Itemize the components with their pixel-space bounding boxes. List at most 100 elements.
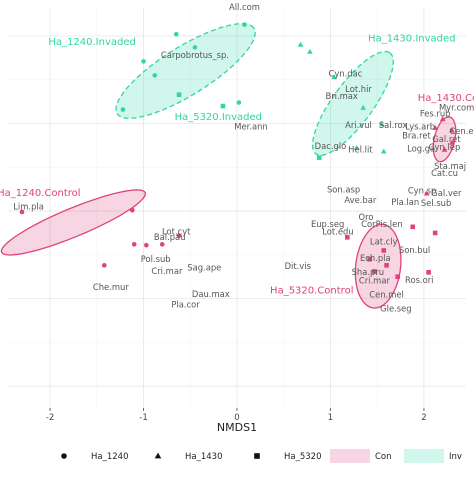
species-label: All.com <box>229 2 260 12</box>
species-label: Lot.hir <box>345 84 372 94</box>
species-label: CorPis.len <box>361 219 402 229</box>
species-label: Log.ga <box>407 144 435 154</box>
species-label: Che.mur <box>93 282 129 292</box>
species-label: Hel.lit <box>348 144 373 154</box>
data-point <box>220 103 226 109</box>
data-point <box>367 256 373 262</box>
points <box>19 22 455 280</box>
data-point <box>395 274 401 280</box>
species-label: Gal.ret <box>432 134 461 144</box>
data-point <box>152 73 158 78</box>
data-point <box>316 155 322 160</box>
confidence-ellipse <box>432 116 457 163</box>
species-label: Ros.ori <box>405 275 434 285</box>
x-tick-label: 0 <box>234 413 239 423</box>
data-point <box>130 207 135 213</box>
species-labels: All.com Carpobrotus_sp. Cyn.dac Lot.hirBri.… <box>13 2 474 314</box>
data-point <box>120 107 126 112</box>
species-label: Ave.bar <box>344 195 376 205</box>
ellipses <box>0 23 457 309</box>
group-label: Ha_1430.Control <box>418 93 474 104</box>
species-label: Bra.ret <box>402 130 431 140</box>
data-point <box>360 104 366 110</box>
data-point <box>242 22 247 27</box>
data-point <box>144 242 149 248</box>
legend-label: Ha_1430 <box>185 452 222 462</box>
species-label: Cat.cu <box>431 168 458 178</box>
confidence-ellipse <box>115 23 256 119</box>
species-label: Lim.pla <box>13 201 44 211</box>
legend-label: Ha_5320 <box>284 452 321 462</box>
x-tick-label: -2 <box>46 413 54 423</box>
species-label: Cyn.lep <box>429 142 461 152</box>
data-point <box>141 59 146 64</box>
species-label: Gal.ver <box>431 188 462 198</box>
species-label: Mer.ann <box>234 122 267 132</box>
species-label: Sel.sub <box>421 198 451 208</box>
data-point <box>384 263 389 268</box>
species-label: Sal.rox <box>379 120 408 130</box>
legend-key <box>61 453 67 459</box>
data-point <box>307 48 313 54</box>
group-labels: Ha_1240.Invaded Ha_1430.Invaded Ha_1240.Co… <box>0 33 474 296</box>
species-label: Sta.maj <box>434 161 466 171</box>
species-label: Fes.rub <box>420 109 451 119</box>
data-point <box>441 146 448 152</box>
species-label: Cri.mar <box>151 266 183 276</box>
species-label: Lot.cyt <box>162 227 191 237</box>
data-point <box>372 269 377 274</box>
group-label: Ha_5320.Invaded <box>175 112 262 123</box>
data-point <box>439 116 446 122</box>
species-label: Dac.glo <box>315 141 347 151</box>
data-point <box>449 127 455 133</box>
data-point <box>344 235 350 240</box>
data-point <box>432 230 438 236</box>
species-label: Cri.mar <box>359 276 391 286</box>
species-label: Bal.pau <box>154 232 186 242</box>
data-point <box>236 100 242 105</box>
species-label: Ari.vul <box>345 120 372 130</box>
data-point <box>449 139 455 145</box>
data-point <box>353 145 360 151</box>
confidence-ellipse <box>311 50 394 156</box>
species-label: Carpobrotus_sp. <box>161 50 229 60</box>
x-tick-label: 2 <box>421 413 426 423</box>
data-point <box>19 209 25 215</box>
x-axis: NMDS1 -2 -1 0 1 2 <box>46 408 427 434</box>
species-label: Dit.vis <box>285 261 311 271</box>
data-point <box>176 92 182 97</box>
species-label: Gle.seg <box>380 304 411 314</box>
species-label: Pol.sub <box>141 254 171 264</box>
species-label: Son.asp <box>327 185 360 195</box>
data-point <box>297 41 304 47</box>
legend: Ha_1240 Ha_1430 Ha_5320 Con Inv <box>61 449 462 463</box>
data-point <box>423 190 430 196</box>
species-label: Cen.mel <box>369 290 404 300</box>
data-point <box>410 224 416 230</box>
species-label: Cyn.dac <box>329 68 363 78</box>
x-axis-title: NMDS1 <box>217 421 257 434</box>
confidence-ellipse <box>0 189 147 256</box>
data-point <box>159 242 165 247</box>
confidence-ellipse <box>354 223 402 309</box>
group-label: Ha_1240.Control <box>0 188 81 199</box>
group-label: Ha_1240.Invaded <box>48 37 135 48</box>
data-point <box>381 248 387 253</box>
data-point <box>192 45 198 50</box>
species-label: Eup.seg <box>311 219 344 229</box>
data-point <box>379 121 385 127</box>
species-label: Myr.com <box>439 102 474 112</box>
species-label: Cyn.sp <box>408 186 436 196</box>
legend-label: Ha_1240 <box>91 452 128 462</box>
species-label: Lot.edu <box>322 227 353 237</box>
legend-key <box>254 453 260 459</box>
group-label: Ha_5320.Control <box>270 285 353 296</box>
grid <box>8 8 466 408</box>
legend-key <box>330 449 370 463</box>
data-point <box>131 242 137 247</box>
data-point <box>331 74 338 80</box>
species-label: Bri.max <box>325 91 357 101</box>
species-label: Son.bul <box>399 245 430 255</box>
species-label: Lat.cly <box>370 236 398 246</box>
